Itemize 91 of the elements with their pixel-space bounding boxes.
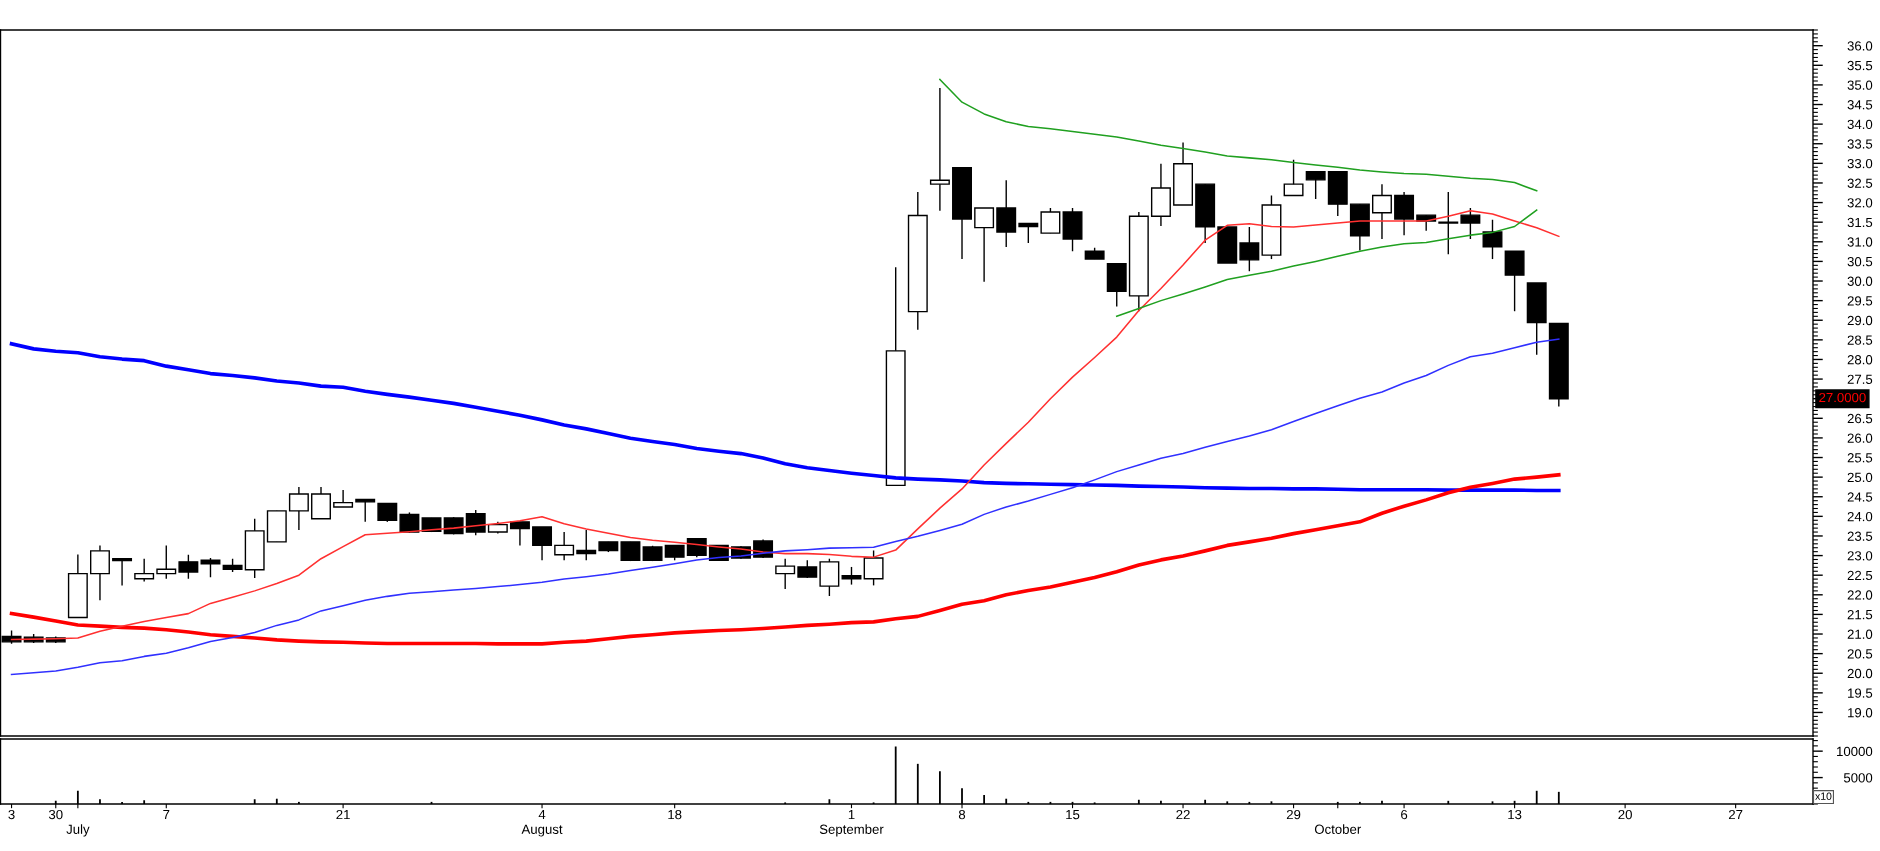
y-tick-label: 22.5 — [1847, 570, 1873, 581]
text: 27.0000 — [1819, 392, 1866, 403]
y-tick-label: 24.5 — [1847, 492, 1873, 502]
candlestick — [288, 486, 309, 531]
y-tick-label: 20.5 — [1847, 649, 1873, 659]
candlestick — [576, 529, 597, 561]
x-tick-label: 6 — [1401, 809, 1408, 820]
y-tick-label: 29.0 — [1847, 315, 1873, 326]
candlestick — [465, 509, 486, 536]
y-tick-label: 26.0 — [1847, 433, 1873, 443]
y-tick-label: 25.0 — [1847, 472, 1873, 483]
x-tick-label: 29 — [1286, 809, 1301, 820]
y-tick-label: 34.0 — [1847, 119, 1873, 130]
y-tick-label: 28.0 — [1847, 355, 1873, 365]
y-tick-label: 10000 — [1837, 746, 1873, 757]
candlestick — [532, 526, 553, 561]
candlestick — [1305, 170, 1326, 200]
line-series — [1115, 209, 1538, 318]
candlestick — [1460, 207, 1481, 240]
y-tick-label: 20.0 — [1847, 668, 1873, 679]
y-tick-label: 27.5 — [1847, 374, 1873, 384]
x-tick-label: 22 — [1176, 809, 1190, 820]
candlestick — [1283, 159, 1304, 197]
y-tick-label: 35.5 — [1847, 60, 1873, 71]
candlestick — [399, 511, 420, 534]
candlestick — [1239, 226, 1260, 272]
x-tick-label: 30 — [48, 809, 63, 820]
x-tick-label: 8 — [958, 809, 966, 820]
y-tick-label: 23.0 — [1847, 551, 1873, 561]
y-tick-label: 31.5 — [1847, 217, 1873, 228]
candlestick — [1394, 191, 1415, 236]
y-tick-label: 28.5 — [1847, 335, 1873, 345]
candlestick — [863, 549, 884, 587]
candlestick — [178, 554, 199, 580]
candlestick — [112, 558, 133, 587]
y-tick-label: 21.0 — [1847, 629, 1873, 639]
candlestick — [775, 558, 796, 590]
y-tick-label: 29.5 — [1847, 296, 1873, 306]
y-tick-label: 31.0 — [1847, 237, 1873, 247]
candlestick — [996, 179, 1017, 248]
y-tick-label: 32.5 — [1847, 178, 1873, 188]
y-tick-label: 24.0 — [1847, 511, 1873, 522]
y-tick-label: 30.0 — [1847, 276, 1873, 286]
candlestick — [1018, 222, 1039, 244]
y-tick-label: 5000 — [1843, 773, 1873, 783]
y-tick-label: 23.5 — [1847, 531, 1873, 541]
y-tick-label: 19.0 — [1848, 708, 1873, 718]
x-tick-label: 21 — [336, 809, 350, 820]
x-tick-label: 18 — [668, 809, 682, 820]
candlestick — [1482, 219, 1503, 260]
y-tick-label: 36.0 — [1847, 41, 1873, 51]
y-tick-label: 33.0 — [1847, 158, 1873, 169]
x-tick-label: 7 — [163, 810, 170, 820]
y-tick-label: 33.5 — [1847, 139, 1873, 149]
candlestick — [1504, 250, 1525, 312]
x-tick-label: 15 — [1066, 810, 1080, 820]
y-tick-label: 32.0 — [1847, 198, 1873, 208]
y-tick-label: 19.5 — [1848, 688, 1873, 698]
candlestick — [89, 544, 110, 601]
candlestick — [134, 558, 155, 583]
x-tick-label: 1 September — [819, 810, 884, 837]
y-tick-label: 34.5 — [1847, 100, 1873, 110]
line-series — [939, 78, 1538, 192]
candlestick — [974, 207, 995, 283]
x-tick-label: October — [1314, 824, 1362, 834]
candlestick — [509, 521, 530, 547]
x-tick-label: 3 — [8, 809, 15, 820]
line-series — [9, 472, 1561, 646]
y-tick-label: 35.0 — [1847, 80, 1873, 90]
y-tick-label: 21.5 — [1847, 609, 1873, 620]
candlestick — [929, 87, 950, 212]
candlestick — [333, 489, 354, 508]
x-tick-label: July — [66, 824, 90, 837]
candlestick — [554, 531, 575, 561]
x-tick-label: 4 August — [521, 810, 563, 837]
x-tick-label: 27 — [1728, 809, 1743, 820]
y-tick-label: 25.5 — [1847, 453, 1873, 463]
candlestick — [200, 557, 221, 578]
x-tick-label: 13 — [1508, 809, 1522, 820]
y-tick-label: 22.0 — [1847, 590, 1873, 600]
candlestick — [1040, 207, 1061, 234]
candlestick — [355, 498, 376, 523]
candlestick — [1372, 183, 1392, 240]
y-tick-label: 26.5 — [1847, 413, 1873, 424]
text: x10 — [1815, 792, 1832, 800]
candlestick — [377, 502, 398, 523]
x-tick-label: 20 — [1618, 809, 1632, 820]
line-series — [10, 338, 1560, 676]
candlestick — [1438, 191, 1459, 256]
line-series — [9, 341, 1561, 493]
y-tick-label: 30.5 — [1847, 256, 1873, 267]
